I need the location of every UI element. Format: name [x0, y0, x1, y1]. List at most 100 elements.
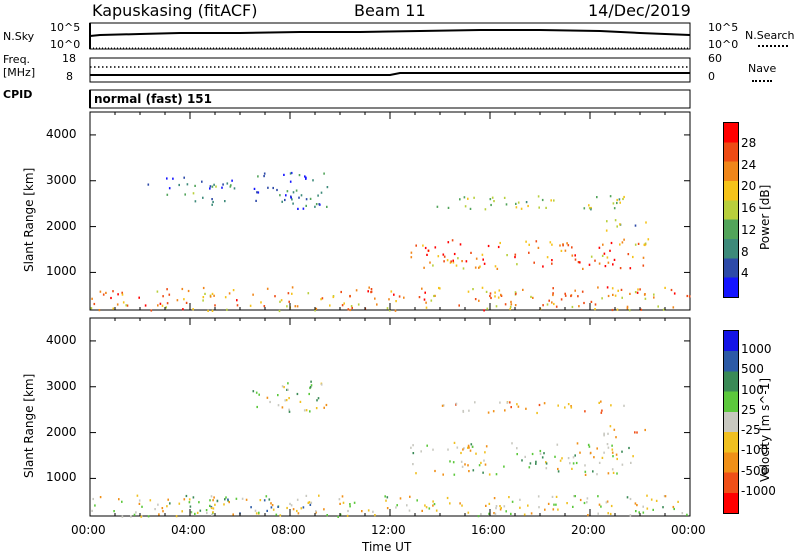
power-cell — [150, 309, 153, 312]
xtick-label: 16:00 — [471, 523, 506, 537]
power-cell — [636, 291, 639, 294]
power-cell — [446, 259, 449, 262]
velocity-cell — [544, 508, 546, 511]
power-cell — [168, 293, 171, 296]
velocity-cell — [256, 405, 258, 409]
power-cell — [147, 183, 150, 186]
velocity-cell — [535, 462, 537, 465]
power-cell — [286, 305, 288, 308]
power-cell — [639, 288, 641, 291]
power-cell — [410, 256, 413, 259]
power-cell — [426, 253, 428, 256]
power-cell — [506, 254, 508, 257]
power-cell — [255, 199, 257, 202]
velocity-cell — [615, 436, 617, 439]
power-cell — [662, 308, 665, 311]
power-cell — [166, 288, 168, 291]
power-cell — [607, 261, 610, 264]
velocity-cell — [178, 502, 181, 505]
power-cell — [612, 293, 614, 296]
freq-line — [90, 72, 690, 76]
power-cell — [533, 261, 535, 264]
velocity-cell — [584, 464, 586, 467]
power-cell — [509, 305, 512, 308]
velocity-cell — [372, 510, 374, 513]
velocity-cell — [570, 405, 572, 408]
power-colorbar-label: Power [dB] — [758, 184, 772, 250]
velocity-cell — [462, 410, 465, 413]
power-ytick-label: 3000 — [46, 172, 77, 187]
power-cell — [257, 191, 260, 194]
velocity-cell — [606, 443, 609, 446]
power-cell — [462, 267, 465, 270]
velocity-cell — [320, 383, 323, 386]
power-cell — [326, 205, 328, 208]
power-cell — [530, 295, 532, 298]
velocity-cell — [138, 502, 141, 505]
velocity-cell — [471, 445, 474, 448]
power-cell — [640, 308, 642, 311]
velocity-cell — [307, 501, 310, 504]
station-title: Kapuskasing (fitACF) — [92, 1, 258, 20]
velocity-cell — [136, 494, 139, 497]
power-cell — [467, 290, 470, 293]
velocity-cell — [169, 502, 171, 505]
power-cell — [619, 243, 621, 246]
velocity-cell — [642, 511, 645, 514]
velocity-cell — [133, 513, 136, 516]
power-cell — [452, 261, 455, 264]
power-cell — [429, 261, 431, 264]
power-cell — [289, 172, 292, 175]
power-cell — [351, 306, 353, 310]
power-cell — [315, 307, 318, 310]
velocity-cell — [482, 471, 484, 474]
power-cell — [162, 295, 164, 298]
power-cell — [430, 299, 433, 302]
velocity-cell — [607, 512, 609, 515]
velocity-cell — [600, 411, 603, 414]
power-cell — [192, 192, 195, 195]
velocity-cell — [545, 467, 548, 470]
power-cell — [481, 253, 484, 256]
power-cell — [192, 308, 194, 311]
xtick-label: 20:00 — [571, 523, 606, 537]
velocity-cell — [553, 503, 555, 506]
velocity-cell — [183, 498, 186, 501]
velocity-cell — [559, 459, 562, 462]
velocity-cell — [477, 515, 480, 518]
power-cell — [642, 264, 645, 267]
power-cell — [422, 244, 424, 247]
power-cell — [497, 245, 500, 249]
velocity-cell — [308, 501, 311, 504]
power-cell — [443, 260, 445, 263]
power-cell — [546, 303, 549, 306]
power-cell — [483, 262, 486, 265]
power-cell — [99, 290, 102, 293]
velocity-cell — [650, 498, 653, 501]
freq-frame — [89, 57, 691, 83]
power-cell — [594, 259, 596, 262]
power-cell — [236, 304, 239, 307]
power-cell — [388, 298, 390, 301]
velocity-ytick-label: 3000 — [46, 378, 77, 393]
velocity-cell — [318, 494, 320, 497]
velocity-cell — [584, 473, 587, 476]
velocity-cell — [597, 495, 599, 498]
power-cell — [541, 198, 544, 202]
velocity-cell — [452, 461, 455, 464]
power-cell — [105, 291, 107, 294]
power-cell — [309, 197, 312, 200]
power-cell — [398, 295, 401, 298]
tick-layer — [89, 112, 691, 516]
power-cell — [483, 309, 485, 312]
power-cell — [634, 243, 637, 246]
velocity-cell — [503, 465, 505, 468]
power-cell — [317, 194, 319, 197]
velocity-cell — [279, 514, 282, 517]
power-cell — [320, 298, 322, 301]
velocity-cell — [140, 515, 142, 518]
power-cell — [517, 201, 520, 204]
power-cell — [614, 294, 617, 297]
power-cell — [474, 298, 477, 301]
velocity-cell — [630, 461, 632, 464]
